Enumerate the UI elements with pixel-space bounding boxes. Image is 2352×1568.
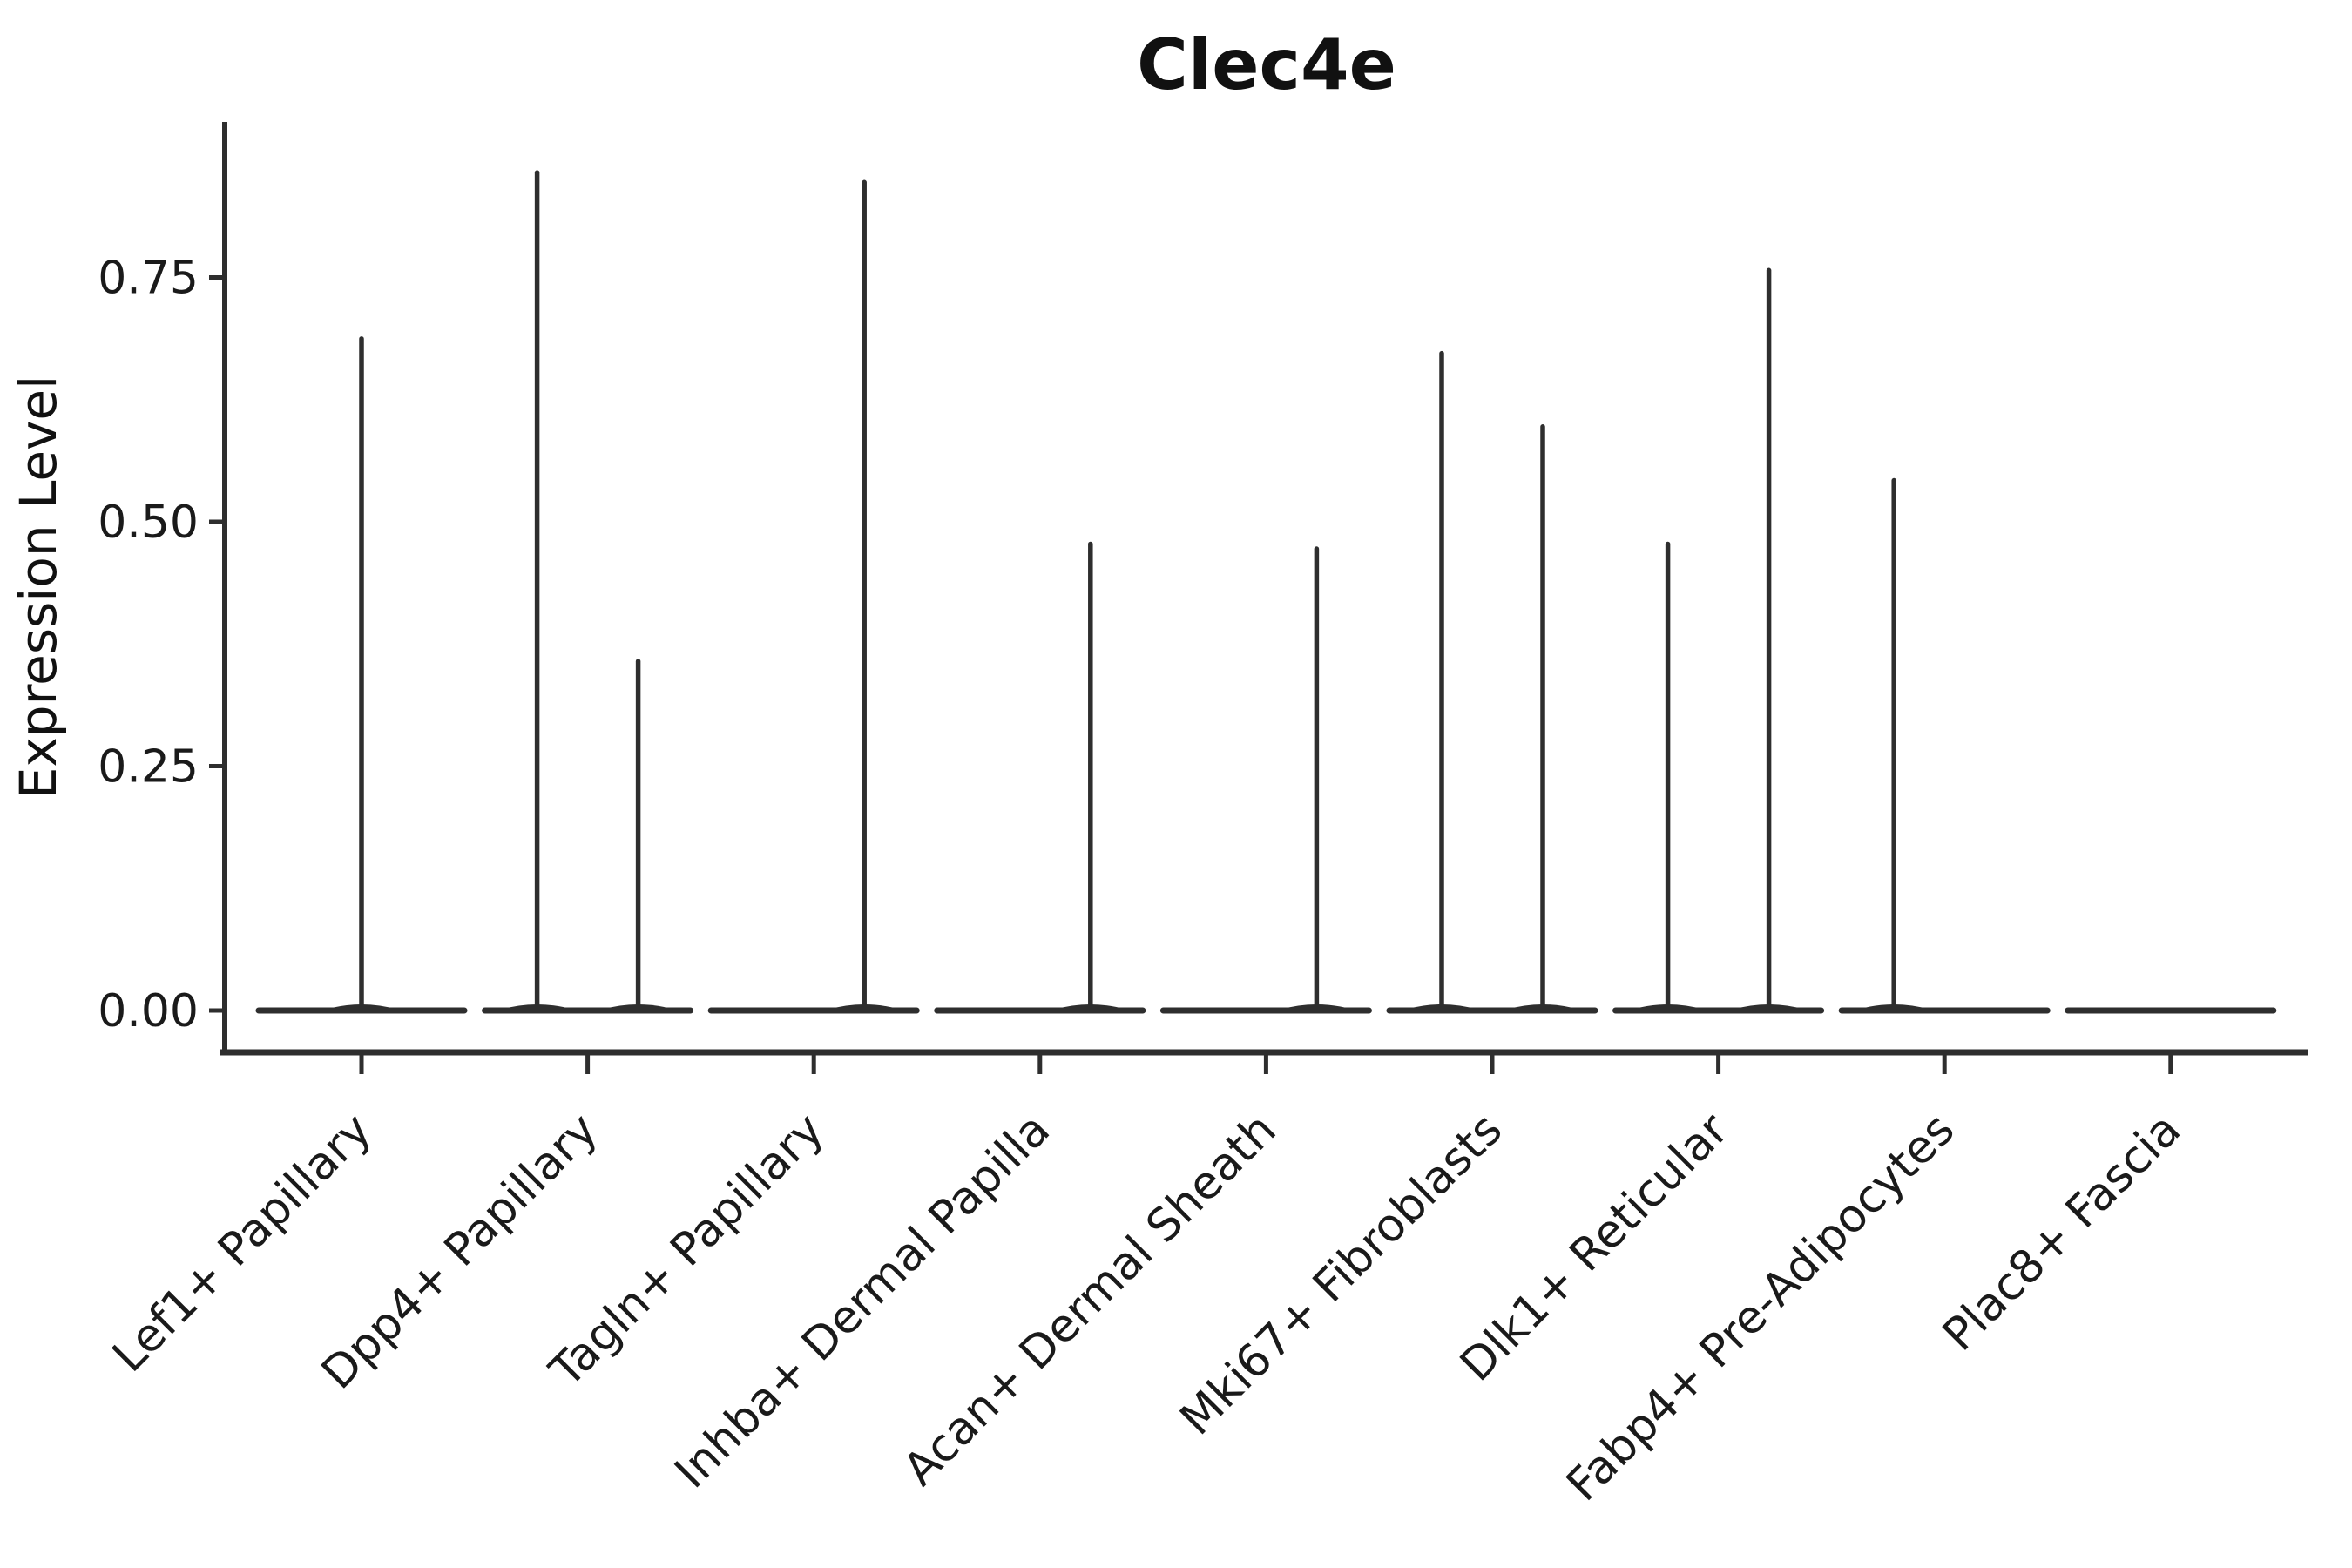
x-tick-label: Inhba+ Dermal Papilla [666,1104,1060,1498]
y-axis: 0.00 0.25 0.50 0.75 [98,253,225,1037]
violin-5 [1159,546,1372,1014]
violin-2 [482,170,694,1014]
violin-3 [707,179,920,1014]
x-tick-label: Fabp4+ Pre-Adipocytes [1557,1104,1964,1511]
x-tick-label: Plac8+ Fascia [1933,1104,2191,1362]
violin-1 [255,336,468,1014]
violin-7 [1612,267,1825,1014]
y-tick-label: 0.00 [98,985,199,1037]
y-tick-label: 0.50 [98,497,199,549]
chart-title: Clec4e [1137,24,1396,105]
violin-4 [934,541,1146,1014]
violin-8 [1838,477,2051,1014]
y-axis-label: Expression Level [9,375,68,799]
y-tick-label: 0.25 [98,741,199,794]
x-tick-label: Acan+ Dermal Sheath [894,1104,1287,1497]
violins-layer [255,170,2277,1014]
axis-spines [220,122,2308,1056]
y-tick-label: 0.75 [98,253,199,305]
violin-6 [1386,350,1598,1014]
